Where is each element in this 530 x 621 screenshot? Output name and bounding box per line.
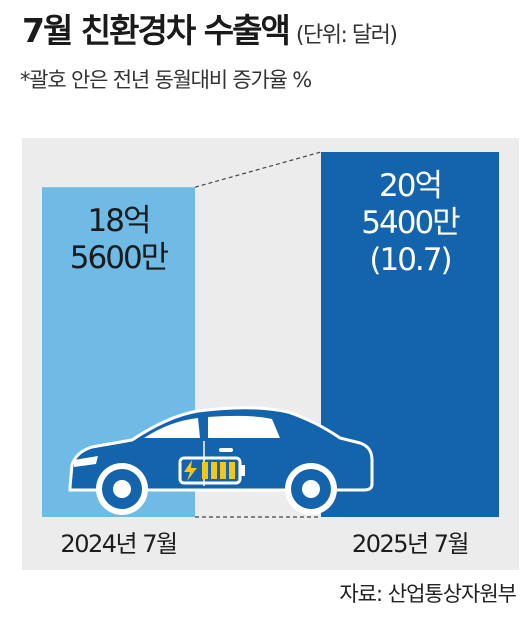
category-label-2: 2025년 7월 (352, 530, 468, 558)
value-label-2-3: (10.7) (369, 242, 450, 278)
footnote-subtitle: *괄호 안은 전년 동월대비 증가율 % (20, 68, 312, 92)
car-headlight (74, 456, 98, 467)
chart-panel: 18억 5600만 20억 5400만 (10.7) 2024년 7월 2025년 7월 (22, 138, 519, 570)
title-row: 7월 친환경차 수출액 (단위: 달러) (22, 4, 398, 52)
car-rear-window (208, 415, 280, 438)
unit-label: (단위: 달러) (295, 23, 398, 48)
wheel-hub-2 (302, 480, 320, 498)
value-label-1-2: 5600만 (70, 240, 169, 276)
value-label-2-1: 20억 (379, 168, 441, 204)
battery-terminal (240, 465, 245, 476)
connector-top-line (194, 151, 322, 188)
value-label-1-1: 18억 (88, 203, 150, 239)
battery-cell-3 (220, 462, 226, 479)
value-label-2-2: 5400만 (361, 205, 460, 241)
source-credit: 자료: 산업통상자원부 (339, 582, 517, 606)
lightning-bolt-icon (184, 460, 197, 481)
category-label-1: 2024년 7월 (60, 530, 176, 558)
car-door-handle (219, 448, 233, 452)
wheel-hub-1 (113, 480, 131, 498)
chart-title: 7월 친환경차 수출액 (22, 11, 291, 50)
car-front-window (144, 418, 200, 438)
battery-cell-2 (211, 462, 217, 479)
battery-cell-1 (202, 462, 208, 479)
battery-cell-4 (229, 462, 235, 479)
